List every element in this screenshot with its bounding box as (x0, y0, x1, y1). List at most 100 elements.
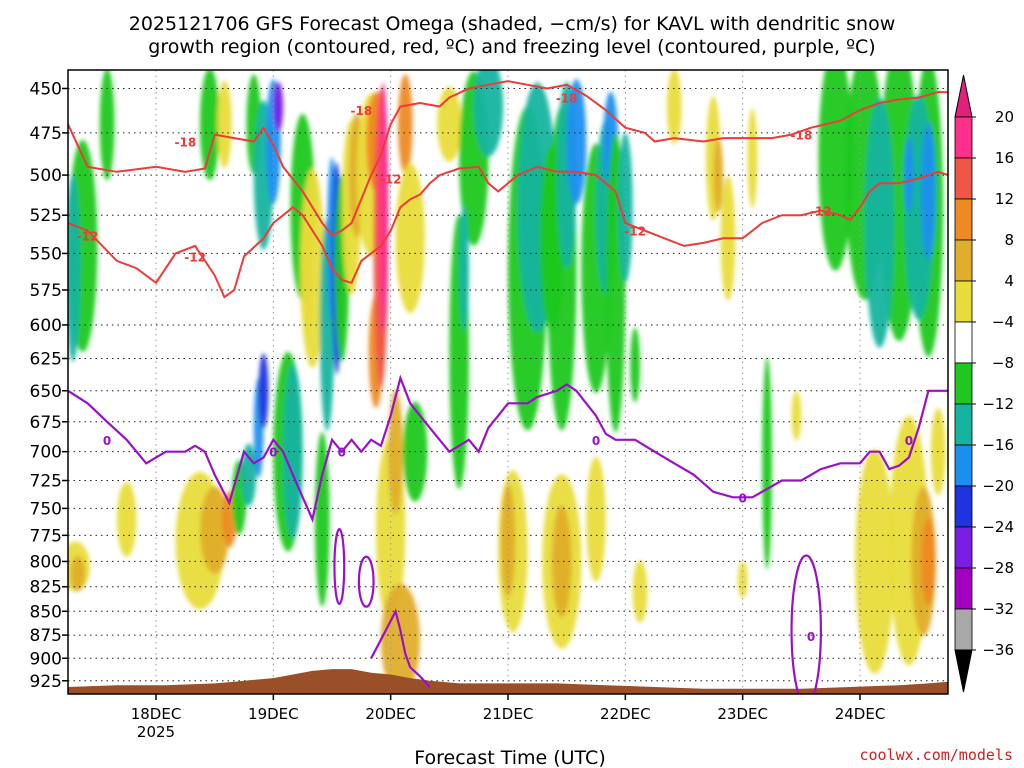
y-tick-label: 650 (30, 382, 62, 402)
y-tick-label: 675 (30, 413, 62, 433)
colorbar-swatch (954, 485, 973, 528)
colorbar-label: 16 (995, 149, 1014, 167)
omega-blob (666, 70, 682, 144)
contour-freezing-loop (790, 554, 822, 694)
colorbar-label: 20 (995, 108, 1014, 126)
omega-blob (500, 484, 516, 597)
colorbar-swatch (954, 280, 973, 323)
contour-label-red: -18 (556, 92, 578, 106)
colorbar-swatch (954, 157, 973, 200)
omega-blob (747, 108, 758, 209)
contour-freezing-level (68, 374, 948, 523)
y-tick-label: 875 (30, 626, 62, 646)
contour-label-red: -12 (810, 204, 832, 218)
contour-freezing-loop (357, 555, 375, 608)
terrain-fill (68, 669, 948, 694)
x-tick-label: 18DEC (131, 705, 182, 723)
chart-title-line2: growth region (contoured, red, ºC) and f… (148, 36, 875, 58)
contour-label-purple: 0 (738, 491, 746, 505)
y-tick-label: 775 (30, 526, 62, 546)
contour-label-red: -18 (174, 136, 196, 150)
omega-blob (630, 327, 640, 403)
contour-freezing-tail (370, 608, 431, 688)
colorbar-swatch (954, 362, 973, 405)
omega-blob (395, 163, 425, 314)
contour-label-red: -12 (380, 172, 402, 186)
omega-blob (459, 205, 469, 331)
omega-blob (283, 364, 303, 540)
y-tick-label: 625 (30, 350, 62, 370)
y-tick-label: 850 (30, 602, 62, 622)
y-axis: 450 475 500 525 550 575 600 625 650 675 700 725 750 7… (30, 79, 68, 692)
omega-blob (68, 174, 81, 362)
y-tick-label: 600 (30, 316, 62, 336)
omega-blob (314, 431, 330, 607)
y-tick-label: 900 (30, 649, 62, 669)
colorbar-swatch (954, 116, 973, 159)
colorbar-swatch (954, 444, 973, 487)
credit-text: coolwx.com/models (859, 746, 1013, 764)
y-tick-label: 700 (30, 443, 62, 463)
x-tick-label: 19DEC (248, 705, 299, 723)
y-tick-label: 550 (30, 244, 62, 264)
contour-label-purple: 0 (807, 630, 815, 644)
contour-label-purple: 0 (592, 434, 600, 448)
omega-blob (273, 81, 284, 132)
omega-blob (473, 70, 504, 157)
y-tick-label: 925 (30, 672, 62, 692)
x-axis-label: Forecast Time (UTC) (414, 747, 605, 768)
omega-blob (70, 556, 86, 592)
colorbar-label: −8 (992, 354, 1014, 372)
colorbar-bottom-arrow (954, 649, 973, 693)
colorbar-label: −20 (982, 477, 1014, 495)
colorbar-label: −32 (982, 600, 1014, 618)
omega-blob (618, 132, 633, 283)
omega-blob (632, 560, 648, 623)
y-tick-label: 575 (30, 281, 62, 301)
y-tick-label: 725 (30, 472, 62, 492)
y-tick-label: 475 (30, 124, 62, 144)
colorbar-swatch (954, 198, 973, 241)
omega-blob (217, 80, 232, 168)
omega-blob (388, 389, 403, 515)
omega-blob (378, 82, 389, 333)
contour-minus18 (68, 80, 948, 237)
contour-label-red: -18 (350, 104, 372, 118)
colorbar-label: −24 (982, 518, 1014, 536)
omega-blob (258, 353, 269, 429)
contour-label-purple: 0 (103, 434, 111, 448)
colorbar-swatch (954, 567, 973, 610)
contour-label-purple: 0 (338, 446, 346, 460)
contour-label-red: -12 (624, 225, 646, 239)
contour-label-red: -12 (77, 229, 99, 243)
omega-blob (762, 357, 772, 570)
x-tick-label: 21DEC (483, 705, 534, 723)
omega-blob (398, 74, 413, 175)
gridlines (68, 70, 948, 694)
omega-blob (904, 137, 914, 213)
contour-minus12 (68, 165, 948, 299)
chart-title-line1: 2025121706 GFS Forecast Omega (shaded, −… (129, 13, 896, 35)
y-tick-label: 525 (30, 206, 62, 226)
omega-blob (921, 517, 936, 606)
colorbar-swatch (954, 239, 973, 282)
omega-blob (864, 98, 895, 348)
colorbar-label: 4 (1004, 272, 1014, 290)
colorbar: 20 16 12 8 4 −4 −8 −12 −16 −20 −24 −28 −32 −36 (954, 74, 1014, 693)
omega-blob (818, 70, 853, 271)
x-tick-label: 23DEC (717, 705, 768, 723)
omega-blob (791, 390, 802, 441)
colorbar-label: −12 (982, 395, 1014, 413)
omega-blob (586, 456, 606, 582)
omega-blob (99, 70, 115, 181)
colorbar-swatch (954, 321, 973, 364)
colorbar-label: −4 (992, 313, 1014, 331)
colorbar-label: 8 (1004, 231, 1014, 249)
omega-blob (200, 70, 220, 181)
omega-blob (737, 561, 748, 599)
y-tick-label: 825 (30, 578, 62, 598)
colorbar-label: −36 (982, 641, 1014, 659)
x-tick-label: 20DEC (365, 705, 416, 723)
